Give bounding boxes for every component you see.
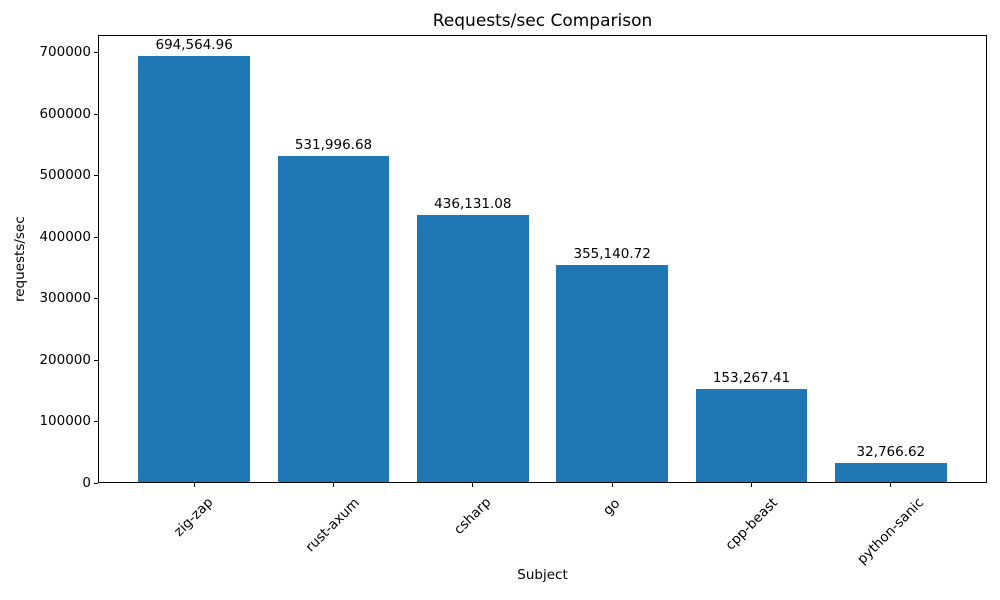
y-tick [94, 236, 98, 238]
bar-value-label: 355,140.72 [573, 245, 651, 262]
bar-cpp-beast [695, 388, 808, 483]
x-tick [472, 483, 474, 487]
bar-python-sanic [835, 462, 947, 483]
x-tick-label: cpp-beast [721, 495, 781, 554]
x-tick [332, 483, 334, 487]
bar-value-label: 32,766.62 [856, 443, 926, 460]
x-tick [890, 483, 892, 487]
y-tick-label: 500000 [39, 167, 91, 184]
y-tick-label: 0 [82, 474, 91, 491]
x-tick [193, 483, 195, 487]
x-tick-label: python-sanic [854, 494, 927, 568]
x-tick-label: csharp [450, 494, 495, 539]
y-tick-label: 400000 [39, 228, 91, 245]
bar-go [556, 264, 668, 483]
y-tick-label: 100000 [39, 413, 91, 430]
y-tick-label: 200000 [39, 351, 91, 368]
x-tick [611, 483, 613, 487]
bar-value-label: 153,267.41 [712, 369, 791, 386]
y-tick [94, 113, 98, 115]
x-axis-label: Subject [517, 567, 568, 583]
x-tick-label: go [600, 495, 624, 519]
bar-zig-zap [138, 56, 250, 483]
y-tick-label: 600000 [39, 105, 91, 122]
x-tick-label: rust-axum [302, 494, 364, 556]
x-tick-label: zig-zap [171, 494, 217, 541]
y-tick [94, 359, 98, 361]
bar-value-label: 531,996.68 [294, 137, 373, 154]
y-tick [94, 52, 98, 54]
y-tick [94, 421, 98, 423]
x-tick [751, 483, 752, 487]
bar-csharp [417, 215, 529, 483]
y-tick-label: 700000 [39, 44, 91, 61]
bar-rust-axum [277, 156, 390, 483]
y-tick [94, 482, 98, 484]
bar-value-label: 436,131.08 [434, 196, 512, 213]
y-tick-label: 300000 [39, 290, 91, 307]
bar-value-label: 694,564.96 [155, 37, 233, 54]
y-tick [94, 298, 98, 300]
chart-title: Requests/sec Comparison [432, 11, 653, 31]
y-tick [94, 175, 98, 177]
